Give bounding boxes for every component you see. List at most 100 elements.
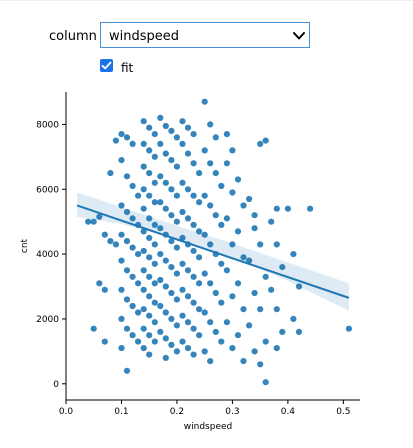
data-point [90, 325, 97, 332]
x-tick-label: 0.0 [59, 407, 74, 417]
data-point [140, 163, 147, 170]
data-point [184, 267, 192, 274]
data-point [168, 289, 175, 297]
data-point [157, 302, 164, 310]
x-tick-label: 0.1 [114, 407, 128, 417]
data-point [123, 173, 131, 180]
data-point [151, 179, 158, 186]
column-dropdown[interactable]: windspeed [100, 22, 310, 48]
data-point [179, 286, 186, 293]
data-point [129, 140, 136, 147]
data-point [112, 137, 119, 144]
data-point [146, 293, 153, 300]
data-point [196, 199, 203, 206]
data-point [179, 118, 186, 125]
data-point [168, 127, 175, 134]
data-point [123, 267, 131, 274]
data-point [279, 328, 286, 335]
data-point [190, 131, 197, 138]
x-tick-label: 0.5 [336, 407, 350, 417]
data-point [184, 345, 192, 352]
data-point [157, 199, 164, 206]
data-point [146, 273, 153, 280]
data-point [140, 186, 147, 193]
data-point [151, 260, 158, 267]
data-point [234, 228, 242, 235]
data-point [229, 189, 236, 196]
y-tick-label: 4000 [36, 250, 59, 260]
data-point [140, 286, 147, 293]
data-point [135, 251, 142, 258]
data-point [273, 205, 280, 212]
data-point [173, 218, 180, 225]
data-point [190, 351, 197, 358]
data-point [201, 98, 208, 105]
data-point [234, 280, 242, 287]
data-point [190, 247, 197, 254]
data-point [151, 131, 158, 138]
data-point [196, 280, 203, 287]
regression-line [76, 204, 350, 299]
data-point [201, 309, 208, 316]
x-tick-label: 0.4 [281, 407, 296, 417]
data-point [123, 325, 131, 332]
data-point [207, 241, 214, 248]
data-point [184, 186, 192, 193]
data-point [218, 299, 225, 306]
data-point [146, 234, 153, 241]
data-point [223, 319, 230, 326]
data-point [184, 124, 192, 131]
data-point [257, 140, 264, 147]
fit-label: fit [121, 61, 134, 75]
data-point [157, 173, 164, 180]
data-point [146, 312, 153, 319]
data-point [168, 186, 175, 193]
data-point [201, 192, 208, 199]
checkmark-icon [101, 61, 112, 70]
data-point [118, 315, 125, 322]
data-point [179, 338, 186, 345]
data-point [140, 325, 147, 332]
data-point [262, 137, 269, 144]
data-point [151, 280, 158, 287]
data-point [162, 179, 169, 186]
data-point [201, 270, 208, 277]
data-point [262, 338, 269, 345]
fit-checkbox[interactable] [100, 59, 113, 72]
data-point [173, 348, 180, 355]
data-point [135, 338, 142, 345]
data-point [123, 296, 131, 303]
data-point [151, 338, 158, 345]
data-point [207, 319, 214, 326]
data-point [284, 205, 291, 212]
data-point [123, 134, 131, 141]
data-point [179, 234, 186, 241]
data-point [223, 160, 230, 167]
data-point [96, 280, 103, 287]
data-point [196, 228, 203, 235]
data-point [290, 315, 297, 322]
data-point [140, 306, 147, 313]
data-point [240, 306, 247, 313]
data-point [251, 225, 258, 232]
data-point [146, 215, 153, 222]
x-tick-label: 0.2 [170, 407, 184, 417]
data-point [251, 212, 258, 219]
chevron-down-icon [293, 32, 305, 40]
data-point [173, 192, 180, 199]
data-point [129, 302, 136, 310]
y-tick-label: 2000 [36, 315, 59, 325]
data-point [146, 351, 153, 358]
data-point [162, 354, 169, 361]
top-divider [0, 0, 413, 1]
data-point [140, 205, 147, 212]
data-point [118, 231, 125, 238]
data-point [190, 325, 197, 332]
y-tick-label: 8000 [36, 120, 59, 130]
data-point [290, 251, 297, 258]
data-point [140, 345, 147, 352]
data-point [157, 251, 164, 258]
data-point [240, 202, 247, 209]
data-point [157, 140, 164, 147]
